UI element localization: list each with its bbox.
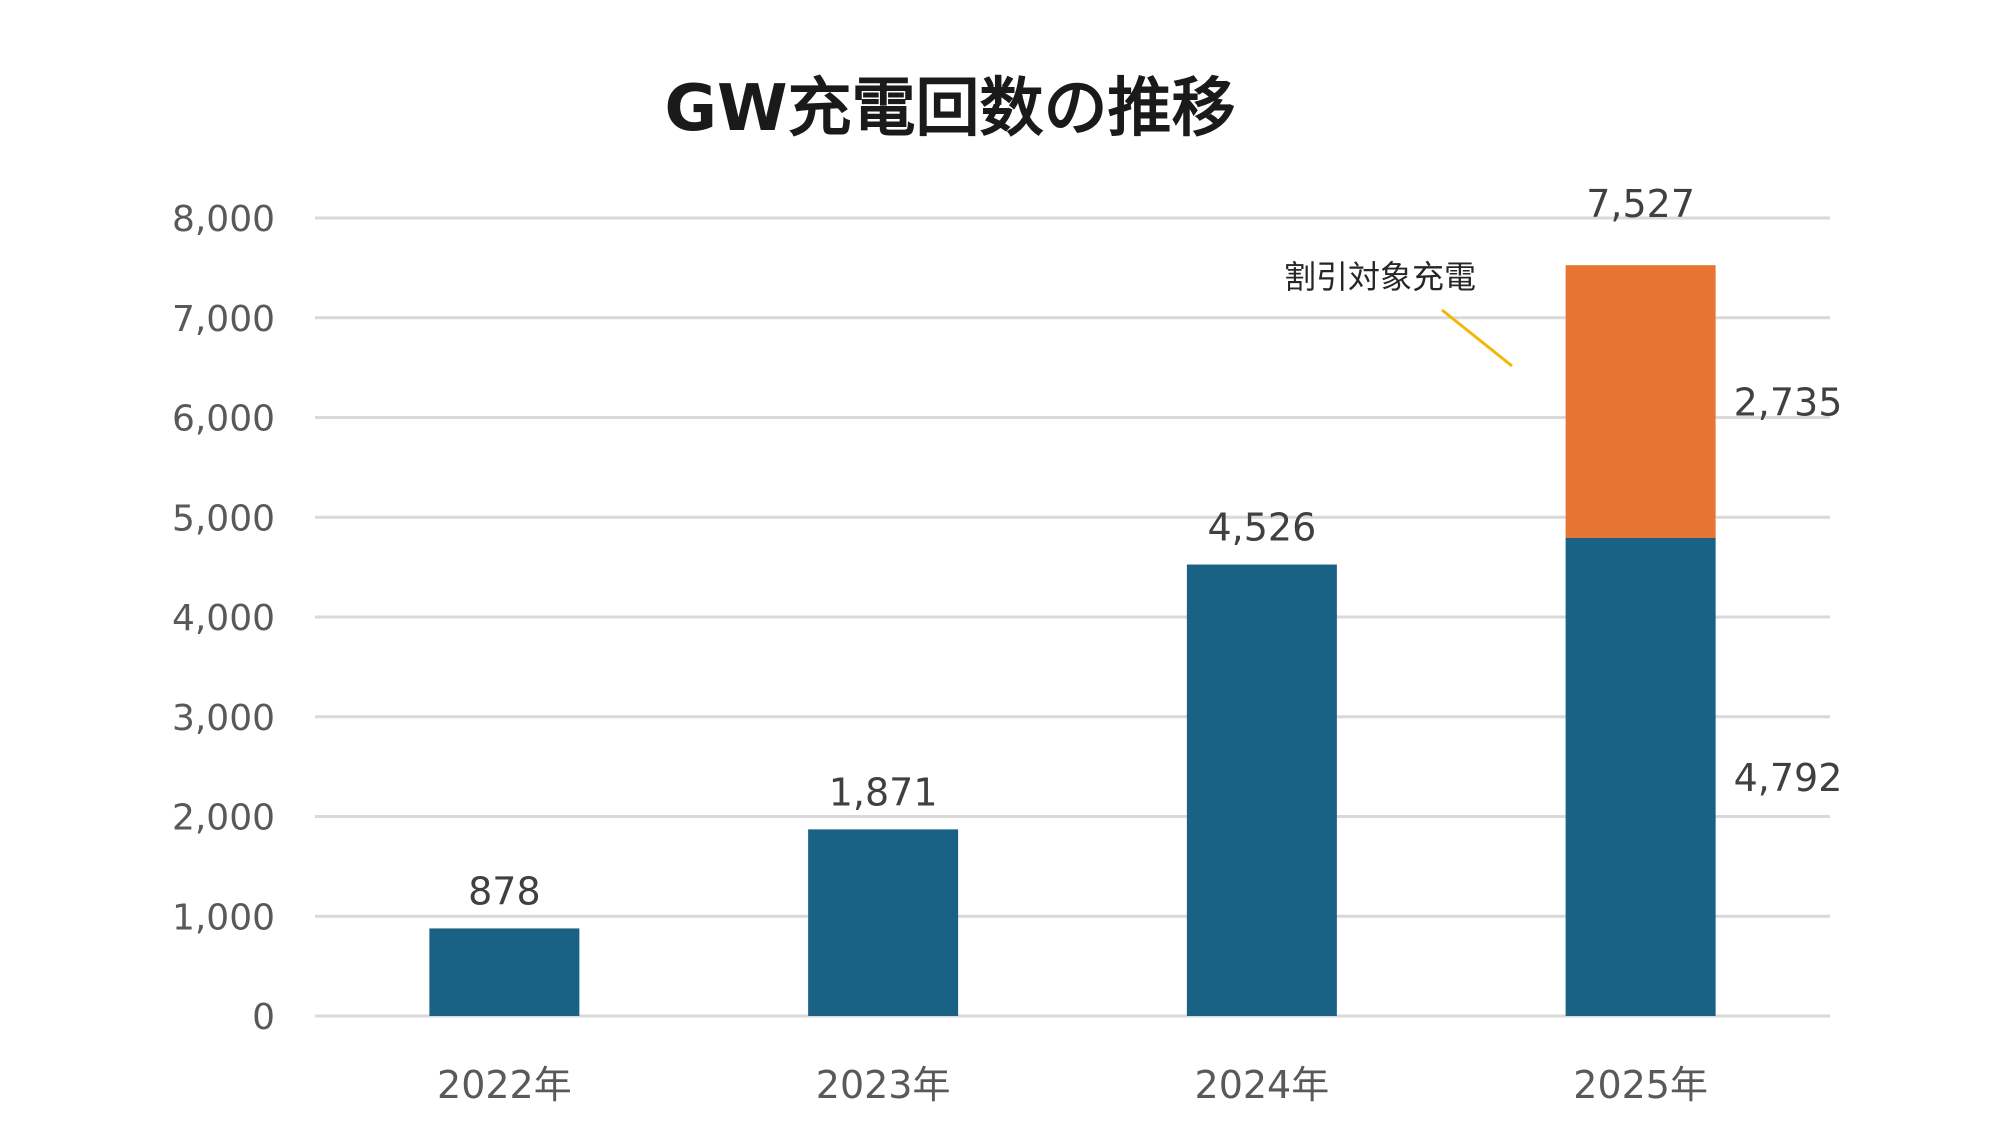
bar-2023-series-0 <box>808 829 959 1016</box>
x-category-label: 2025年 <box>1573 1063 1708 1107</box>
y-tick-label: 8,000 <box>172 199 275 240</box>
y-tick-label: 3,000 <box>172 698 275 739</box>
y-tick-label: 6,000 <box>172 399 275 440</box>
annotation-label: 割引対象充電 <box>1284 258 1476 296</box>
bar-2025-series-1 <box>1565 265 1716 538</box>
y-tick-label: 1,000 <box>172 897 275 938</box>
gridlines <box>315 216 1830 1018</box>
chart-title: GW充電回数の推移 <box>664 72 1235 146</box>
y-tick-label: 2,000 <box>172 798 275 839</box>
y-axis-ticks: 0 1,000 2,000 3,000 4,000 5,000 6,000 7,000 8,00… <box>172 199 275 1038</box>
bar-2025-series-0 <box>1565 537 1716 1016</box>
data-label: 878 <box>468 869 541 913</box>
x-category-label: 2023年 <box>816 1063 951 1107</box>
x-category-label: 2022年 <box>437 1063 572 1107</box>
data-label: 2,735 <box>1734 381 1843 425</box>
y-tick-label: 7,000 <box>172 299 275 340</box>
data-label: 1,871 <box>829 770 938 814</box>
bars <box>429 265 1716 1016</box>
y-tick-label: 0 <box>252 997 275 1038</box>
x-axis-categories: 2022年 2023年 2024年 2025年 <box>437 1063 1708 1107</box>
total-label: 7,527 <box>1586 182 1695 226</box>
annotation-leader-line <box>1441 308 1513 368</box>
data-label: 4,526 <box>1207 506 1316 550</box>
annotation: 割引対象充電 <box>1284 258 1513 368</box>
data-label: 4,792 <box>1734 756 1843 800</box>
data-labels: 878 1,871 4,526 4,792 2,735 7,527 <box>468 182 1842 913</box>
y-tick-label: 4,000 <box>172 598 275 639</box>
y-tick-label: 5,000 <box>172 498 275 539</box>
bar-2024-series-0 <box>1186 564 1337 1016</box>
bar-2022-series-0 <box>429 928 580 1016</box>
x-category-label: 2024年 <box>1195 1063 1330 1107</box>
